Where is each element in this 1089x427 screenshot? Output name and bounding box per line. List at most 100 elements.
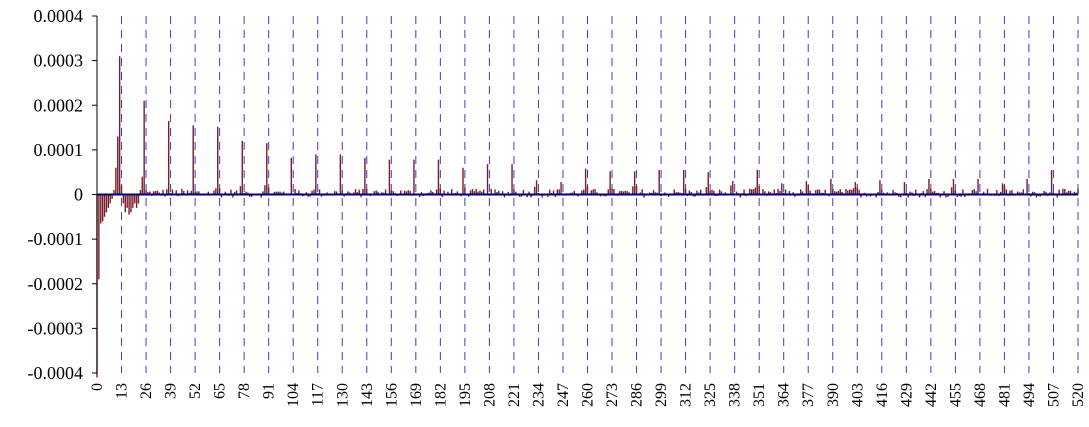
bar [718, 189, 721, 195]
bar [477, 191, 479, 195]
bar [805, 181, 808, 195]
bar [362, 189, 364, 195]
bar [101, 194, 104, 222]
x-tick-label: 26 [138, 383, 155, 399]
bar [930, 188, 932, 195]
bar [833, 191, 836, 195]
bar [839, 189, 842, 195]
bar [818, 189, 821, 195]
x-tick-label: 494 [1021, 383, 1038, 407]
bar [137, 194, 140, 204]
bar [224, 191, 226, 195]
x-tick-label: 507 [1045, 383, 1062, 407]
bar [384, 189, 387, 195]
bar [866, 194, 868, 197]
bar [456, 191, 459, 195]
bar [130, 194, 132, 213]
y-tick-label: -0.0003 [28, 318, 84, 338]
bar [217, 126, 219, 195]
bar [326, 192, 328, 195]
bar [971, 190, 974, 195]
bar [1005, 189, 1008, 195]
x-tick-label: 156 [383, 383, 400, 407]
bar [677, 191, 679, 195]
y-tick-label: -0.0004 [28, 363, 84, 383]
bar [982, 191, 985, 195]
bar [592, 189, 594, 195]
bar [707, 172, 709, 195]
bar [950, 187, 953, 195]
bar [1045, 191, 1047, 195]
bar [609, 171, 611, 195]
bar [611, 188, 613, 195]
bar [124, 194, 127, 213]
bar [613, 189, 615, 195]
bar [309, 194, 311, 197]
bar [450, 188, 453, 195]
bar [215, 188, 217, 195]
bar [105, 194, 108, 213]
bar [1064, 188, 1066, 195]
bar [675, 192, 677, 195]
bar [924, 194, 926, 198]
bar [366, 188, 368, 195]
bar [907, 194, 909, 198]
bar [196, 191, 198, 195]
bar [739, 194, 742, 198]
x-tick-label: 312 [678, 383, 695, 407]
bar [573, 190, 576, 195]
bar [192, 125, 194, 195]
bar [464, 187, 466, 195]
bar [909, 191, 911, 195]
x-tick-label: 390 [825, 383, 842, 407]
bar [664, 192, 666, 195]
bar [339, 154, 342, 195]
bar [439, 188, 442, 195]
bar [279, 191, 281, 195]
x-tick-label: 182 [432, 383, 449, 407]
bar [420, 192, 423, 195]
bar [1077, 188, 1079, 195]
bar [318, 189, 321, 195]
bar [1018, 192, 1021, 195]
bar [986, 188, 989, 195]
bar [628, 192, 630, 195]
bar [373, 191, 376, 195]
bar [594, 189, 596, 195]
bar [483, 189, 485, 195]
bar [407, 190, 409, 195]
bar [824, 189, 826, 195]
bar [547, 194, 549, 197]
bar [232, 194, 234, 198]
bar [513, 189, 515, 195]
bar [1001, 183, 1004, 195]
bar [777, 188, 779, 195]
bar [390, 190, 393, 195]
x-tick-label: 273 [604, 383, 621, 407]
bar [494, 189, 496, 195]
bar [1016, 191, 1019, 195]
x-tick-label: 455 [947, 383, 964, 407]
bar [435, 189, 438, 195]
bar [1022, 189, 1024, 195]
bar [720, 191, 723, 195]
bar [315, 154, 317, 195]
bar [641, 189, 643, 195]
bar [762, 189, 764, 195]
bar [377, 191, 379, 195]
bar [175, 190, 177, 195]
x-tick-label: 208 [481, 383, 498, 407]
bar [643, 194, 645, 198]
bar [922, 191, 925, 195]
bar [709, 190, 711, 195]
x-tick-label: 429 [898, 383, 915, 407]
bar [960, 194, 962, 197]
bar [622, 191, 625, 195]
bar [620, 191, 623, 195]
bar [171, 189, 174, 195]
bar [335, 191, 338, 195]
bar [952, 178, 955, 195]
bar [183, 190, 185, 195]
bar [149, 191, 151, 195]
bar [673, 189, 675, 195]
